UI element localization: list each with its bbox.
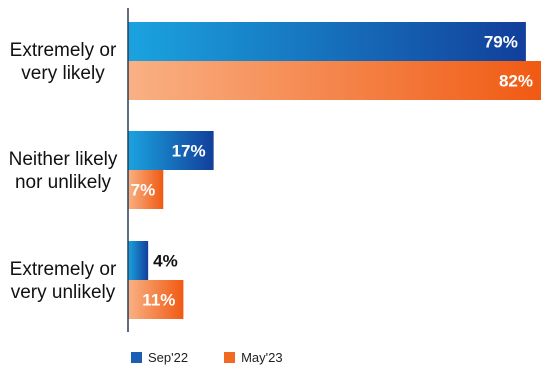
data-label: 79% [484, 33, 518, 52]
legend-swatch-may23 [224, 352, 236, 363]
category-label: Extremely or very likely [10, 40, 117, 84]
data-label: 82% [499, 72, 533, 91]
legend: Sep'22 May'23 [131, 350, 319, 365]
category-label: Extremely or very unlikely [10, 259, 117, 303]
category-labels: Extremely or very likely Neither likely nor… [9, 40, 118, 303]
bar-sep22 [128, 131, 214, 170]
legend-item-sep22: Sep'22 [131, 350, 188, 365]
legend-swatch-sep22 [131, 352, 142, 363]
bar-sep22 [128, 241, 149, 280]
bar-may23 [128, 280, 184, 319]
legend-label-may23: May'23 [241, 350, 283, 365]
category-label: Neither likely nor unlikely [9, 149, 118, 193]
bar-may23 [128, 170, 164, 209]
legend-label-sep22: Sep'22 [148, 350, 189, 365]
data-label: 11% [142, 291, 175, 310]
legend-item-may23: May'23 [224, 350, 283, 365]
data-label: 7% [131, 181, 156, 200]
bar-may23 [128, 61, 541, 100]
data-label: 17% [172, 142, 206, 161]
data-label: 4% [153, 252, 178, 271]
bar-sep22 [128, 22, 526, 61]
bars: 79% 82% 17% 7% 4% 11% [128, 22, 541, 319]
